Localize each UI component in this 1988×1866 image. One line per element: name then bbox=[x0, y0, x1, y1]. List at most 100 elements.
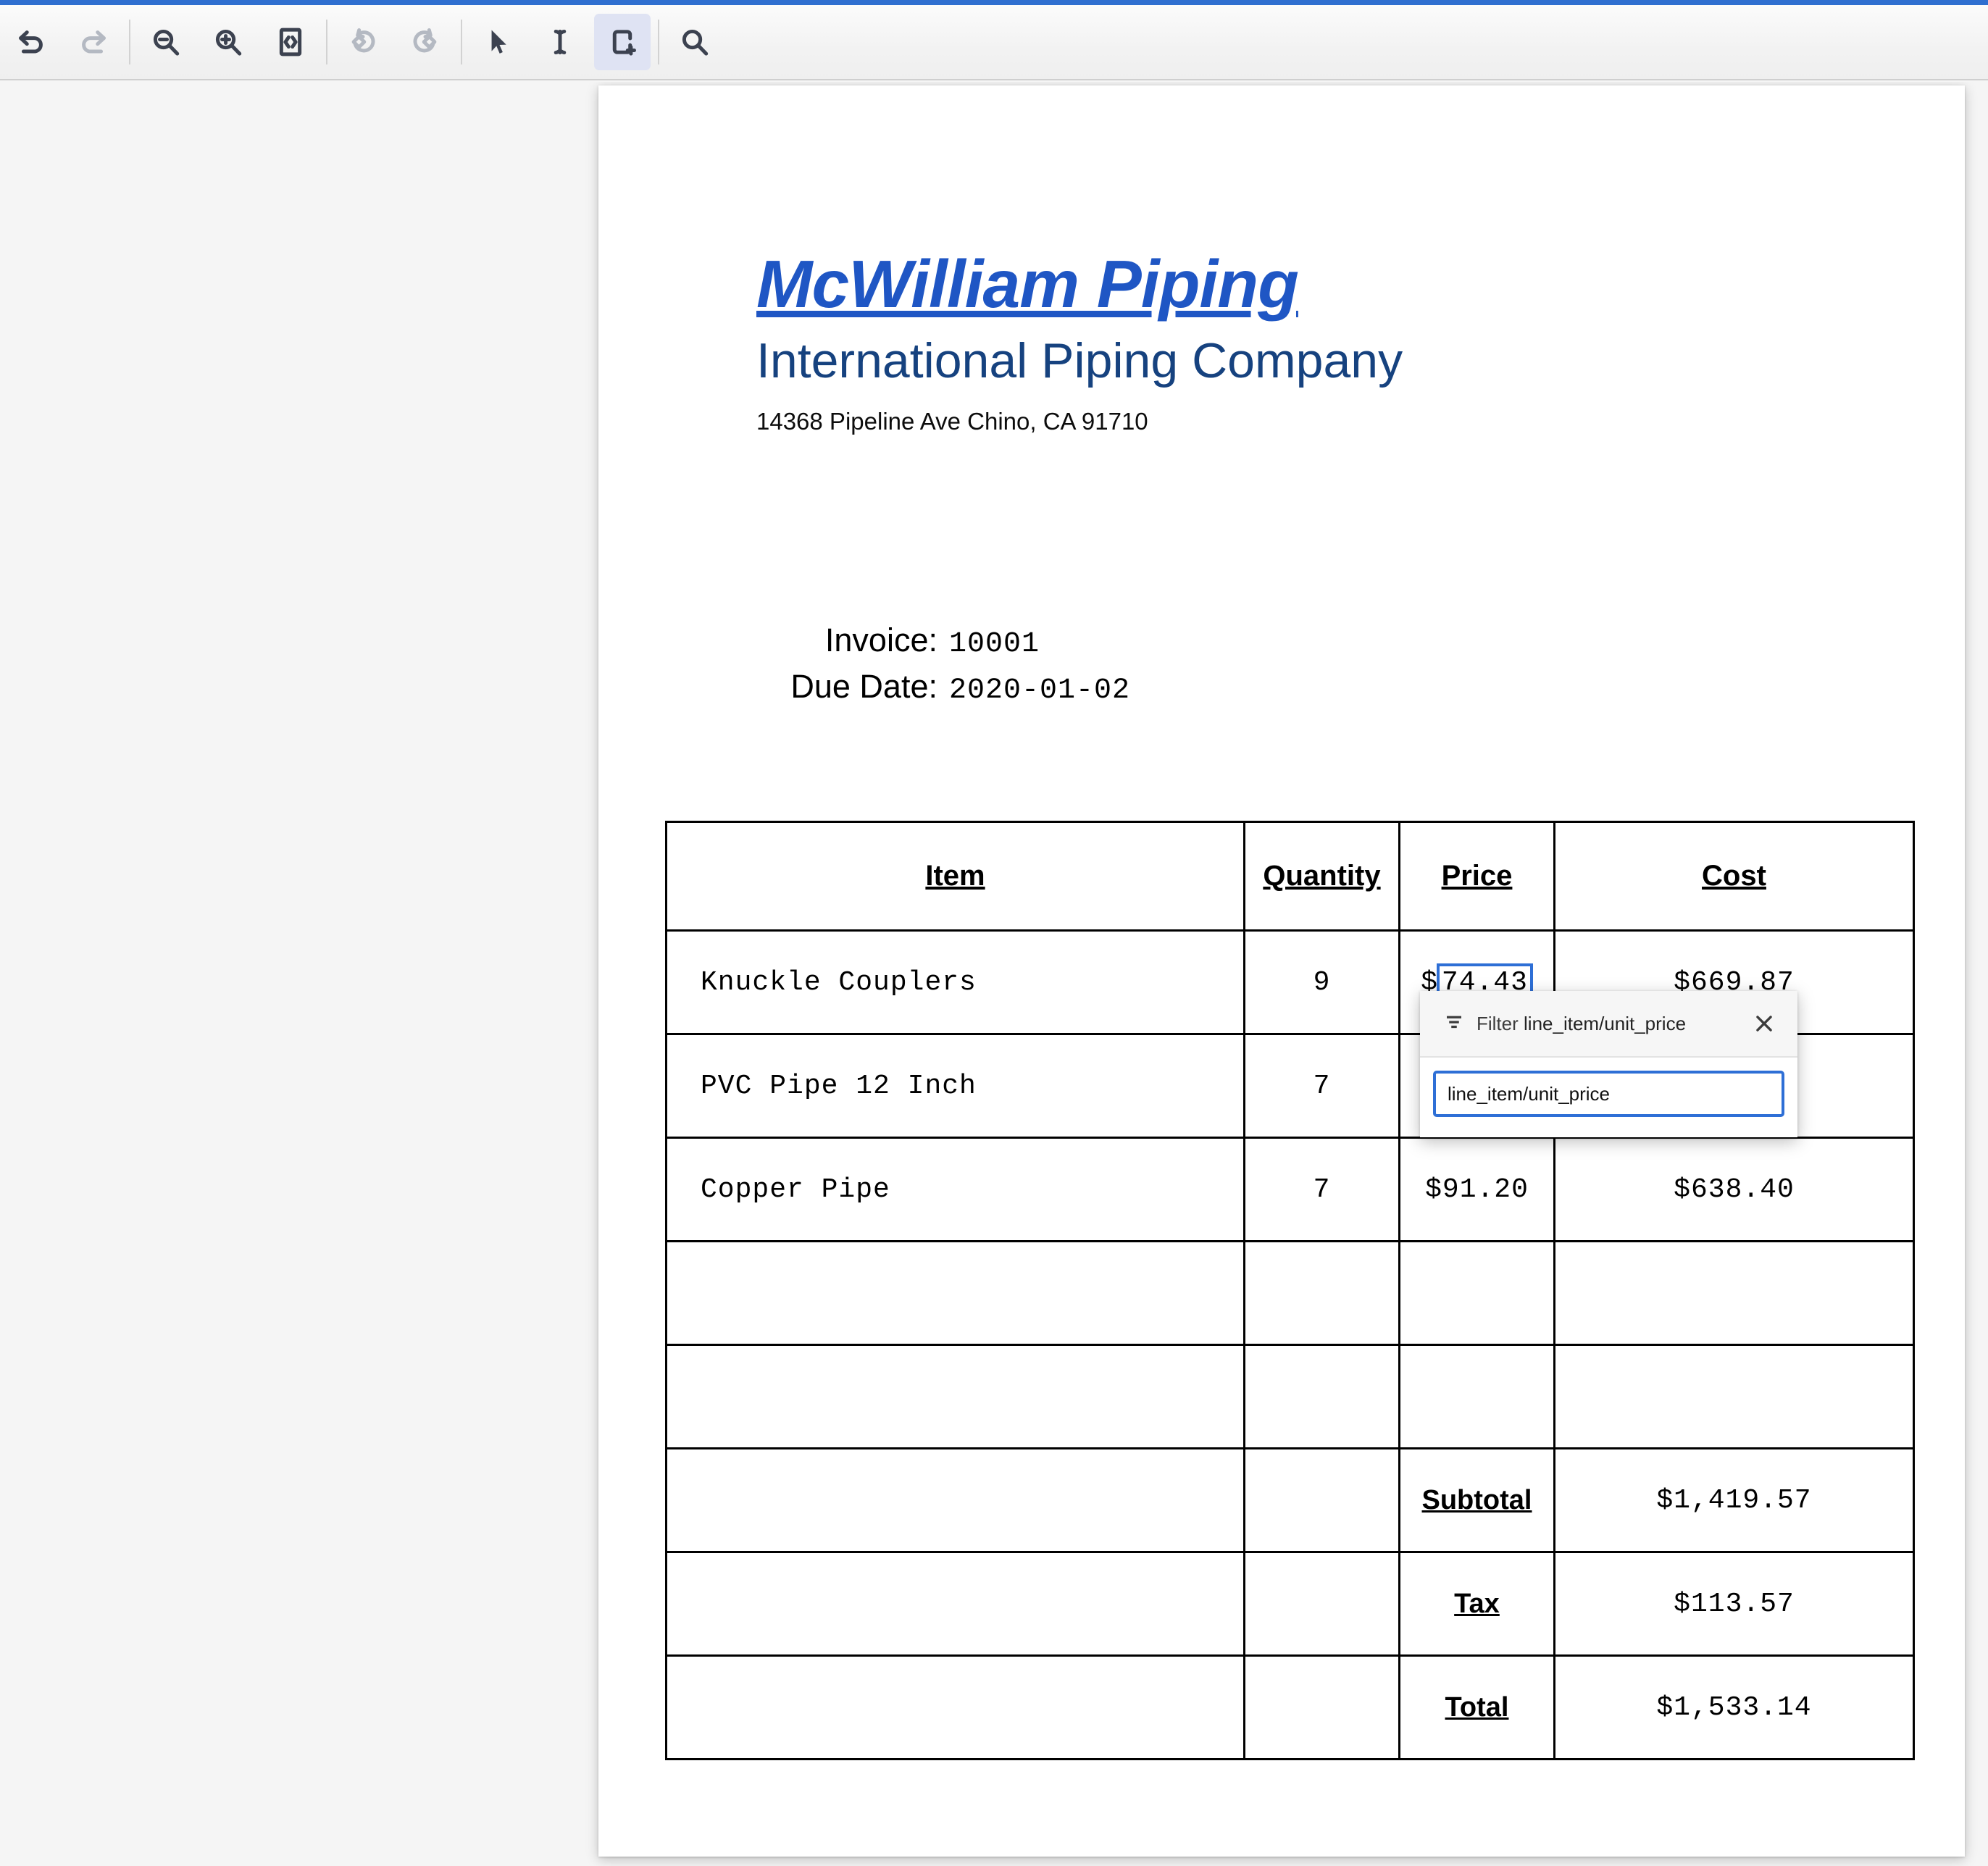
cell-empty bbox=[665, 1447, 1245, 1553]
summary-row-tax[interactable]: Tax $113.57 bbox=[665, 1551, 1915, 1657]
invoice-page: McWilliam Piping International Piping Co… bbox=[598, 85, 1965, 1857]
summary-row-subtotal[interactable]: Subtotal $1,419.57 bbox=[665, 1447, 1915, 1553]
toolbar-divider-2 bbox=[326, 20, 327, 64]
filter-popup-title-prefix: Filter bbox=[1477, 1012, 1519, 1034]
toolbar-group-history bbox=[0, 4, 125, 80]
toolbar-group-search bbox=[664, 4, 726, 80]
invoice-meta: Invoice: 10001 Due Date: 2020-01-02 bbox=[756, 622, 1130, 714]
cell-item[interactable] bbox=[665, 1240, 1245, 1346]
undo-button[interactable] bbox=[3, 14, 59, 70]
toolbar-group-zoom bbox=[135, 4, 322, 80]
rotate-left-button[interactable] bbox=[335, 14, 391, 70]
price-currency-symbol: $ bbox=[1421, 966, 1438, 998]
zoom-out-button[interactable] bbox=[138, 14, 194, 70]
column-header-quantity[interactable]: Quantity bbox=[1243, 821, 1400, 932]
due-date-row: Due Date: 2020-01-02 bbox=[756, 668, 1130, 707]
cell-price[interactable]: $91.20 bbox=[1398, 1137, 1555, 1242]
cell-empty bbox=[1243, 1447, 1400, 1553]
column-header-item[interactable]: Item bbox=[665, 821, 1245, 932]
summary-row-total[interactable]: Total $1,533.14 bbox=[665, 1654, 1915, 1760]
add-region-icon bbox=[612, 30, 636, 56]
rotate-right-button[interactable] bbox=[397, 14, 454, 70]
filter-icon bbox=[1443, 1011, 1465, 1037]
toolbar-divider-1 bbox=[129, 20, 130, 64]
filter-popup-field-name: line_item/unit_price bbox=[1524, 1012, 1687, 1034]
cell-cost[interactable] bbox=[1553, 1240, 1915, 1346]
due-date-value[interactable]: 2020-01-02 bbox=[949, 674, 1131, 707]
price-currency-symbol: $ bbox=[1425, 1173, 1442, 1205]
summary-value[interactable]: $1,533.14 bbox=[1553, 1654, 1915, 1760]
company-address: 14368 Pipeline Ave Chino, CA 91710 bbox=[756, 408, 1148, 435]
table-row[interactable] bbox=[665, 1344, 1915, 1449]
table-header-row: Item Quantity Price Cost bbox=[665, 821, 1915, 932]
text-cursor-button[interactable] bbox=[532, 14, 588, 70]
cell-quantity[interactable] bbox=[1243, 1240, 1400, 1346]
zoom-in-icon bbox=[215, 29, 242, 56]
rotate-left-icon bbox=[351, 28, 375, 53]
toolbar-group-tools bbox=[467, 4, 653, 80]
cell-quantity[interactable]: 9 bbox=[1243, 929, 1400, 1035]
select-cursor-icon bbox=[491, 30, 506, 54]
invoice-number-row: Invoice: 10001 bbox=[756, 622, 1130, 661]
cell-price[interactable] bbox=[1398, 1344, 1555, 1449]
line-items-table: Item Quantity Price Cost Knuckle Coupler… bbox=[665, 821, 1915, 1760]
document-toolbar bbox=[0, 5, 1988, 80]
cell-item[interactable]: PVC Pipe 12 Inch bbox=[665, 1033, 1245, 1139]
table-row[interactable] bbox=[665, 1240, 1915, 1346]
cell-empty bbox=[1243, 1551, 1400, 1657]
cell-empty bbox=[665, 1551, 1245, 1657]
search-button[interactable] bbox=[667, 14, 723, 70]
filter-input[interactable] bbox=[1433, 1071, 1784, 1117]
price-value[interactable]: 91.20 bbox=[1442, 1173, 1529, 1205]
summary-label[interactable]: Tax bbox=[1398, 1551, 1555, 1657]
invoice-number-value[interactable]: 10001 bbox=[949, 628, 1040, 661]
invoice-header: McWilliam Piping International Piping Co… bbox=[756, 248, 1887, 435]
cell-quantity[interactable]: 7 bbox=[1243, 1137, 1400, 1242]
summary-value[interactable]: $113.57 bbox=[1553, 1551, 1915, 1657]
summary-label[interactable]: Total bbox=[1398, 1654, 1555, 1760]
toolbar-divider-4 bbox=[658, 20, 659, 64]
zoom-in-button[interactable] bbox=[200, 14, 256, 70]
cell-empty bbox=[1243, 1654, 1400, 1760]
cell-quantity[interactable] bbox=[1243, 1344, 1400, 1449]
window-accent-strip bbox=[0, 0, 1988, 5]
cell-empty bbox=[665, 1654, 1245, 1760]
cell-price[interactable] bbox=[1398, 1240, 1555, 1346]
column-header-cost[interactable]: Cost bbox=[1553, 821, 1915, 932]
cell-cost[interactable]: $638.40 bbox=[1553, 1137, 1915, 1242]
company-name: McWilliam Piping bbox=[756, 246, 1299, 322]
filter-popup: Filter line_item/unit_price bbox=[1420, 991, 1797, 1137]
redo-button[interactable] bbox=[65, 14, 122, 70]
rotate-right-icon bbox=[413, 28, 437, 53]
company-tagline: International Piping Company bbox=[756, 332, 1403, 388]
text-cursor-icon bbox=[554, 29, 567, 55]
filter-popup-header: Filter line_item/unit_price bbox=[1420, 991, 1797, 1058]
cell-quantity[interactable]: 7 bbox=[1243, 1033, 1400, 1139]
cell-item[interactable] bbox=[665, 1344, 1245, 1449]
column-header-price[interactable]: Price bbox=[1398, 821, 1555, 932]
fit-width-button[interactable] bbox=[262, 14, 319, 70]
invoice-number-label: Invoice: bbox=[824, 622, 937, 658]
toolbar-divider-3 bbox=[461, 20, 462, 64]
summary-label[interactable]: Subtotal bbox=[1398, 1447, 1555, 1553]
filter-popup-title: Filter line_item/unit_price bbox=[1477, 1013, 1750, 1035]
cell-item[interactable]: Copper Pipe bbox=[665, 1137, 1245, 1242]
add-region-button[interactable] bbox=[594, 14, 651, 70]
cell-item[interactable]: Knuckle Couplers bbox=[665, 929, 1245, 1035]
close-icon[interactable] bbox=[1750, 1009, 1779, 1038]
search-icon bbox=[682, 29, 709, 56]
redo-icon bbox=[82, 30, 106, 54]
table-row[interactable]: Copper Pipe 7 $91.20 $638.40 bbox=[665, 1137, 1915, 1242]
summary-value[interactable]: $1,419.57 bbox=[1553, 1447, 1915, 1553]
cell-cost[interactable] bbox=[1553, 1344, 1915, 1449]
due-date-label: Due Date: bbox=[790, 668, 937, 705]
price-cell-content: $91.20 bbox=[1400, 1174, 1553, 1205]
table-row[interactable]: Knuckle Couplers 9 $74.43 $669.87 bbox=[665, 929, 1915, 1035]
fit-width-icon bbox=[279, 28, 302, 57]
select-cursor-button[interactable] bbox=[469, 14, 526, 70]
undo-icon bbox=[19, 30, 43, 54]
toolbar-group-rotate bbox=[332, 4, 456, 80]
document-canvas[interactable]: McWilliam Piping International Piping Co… bbox=[0, 82, 1988, 1866]
filter-popup-body bbox=[1420, 1058, 1797, 1137]
zoom-out-icon bbox=[153, 29, 180, 56]
